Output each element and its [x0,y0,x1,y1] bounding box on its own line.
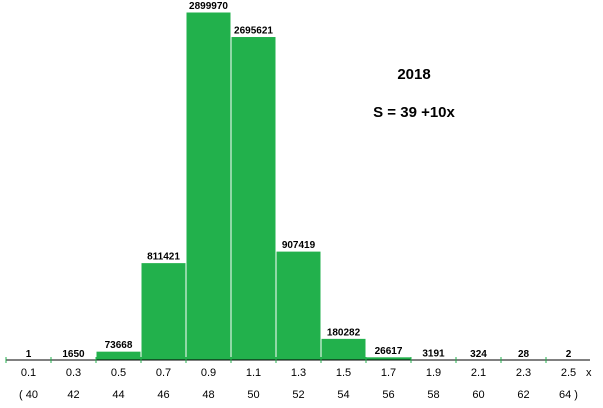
secondary-tick-label: 50 [247,389,259,401]
bar-0.7 [140,262,187,361]
value-label: 907419 [282,240,316,251]
value-label: 1 [26,349,32,360]
value-label: 1650 [62,349,85,360]
value-label: 2899970 [189,1,228,12]
x-tick-label: 1.7 [381,367,396,379]
x-tick-label: 0.7 [156,367,171,379]
x-tick-label: 1.1 [246,367,261,379]
secondary-tick-label: 64 ) [559,389,578,401]
x-tick-label: 1.5 [336,367,351,379]
secondary-tick-label: 58 [427,389,439,401]
bar-0.5 [95,350,142,361]
x-tick-label: 2.5 [561,367,576,379]
secondary-tick-label: 44 [112,389,124,401]
value-label: 28 [518,349,530,360]
value-label: 2 [566,349,572,360]
x-axis-label: x [586,367,592,379]
formula-annotation: S = 39 +10x [373,104,455,121]
bar-1.5 [320,337,367,361]
x-tick-label: 0.9 [201,367,216,379]
x-tick-label: 2.3 [516,367,531,379]
secondary-tick-labels-group: ( 40 42 44 46 48 50 52 54 56 58 60 62 64 ) [19,389,578,401]
secondary-tick-label: 62 [517,389,529,401]
value-label: 3191 [422,349,445,360]
secondary-tick-label: 52 [292,389,304,401]
x-tick-label: 0.5 [111,367,126,379]
value-label: 2695621 [234,26,273,37]
secondary-tick-label: 48 [202,389,214,401]
value-label: 26617 [375,346,403,357]
secondary-tick-label: ( 40 [19,389,38,401]
secondary-tick-label: 42 [67,389,79,401]
x-tick-labels-group: 0.1 0.3 0.5 0.7 0.9 1.1 1.3 1.5 1.7 1.9 2.1 2.3 2.5 [21,367,576,379]
value-labels-group: 1 1650 73668 811421 2899970 2695621 907419 1802… [26,1,572,360]
bar-0.9 [185,11,232,361]
secondary-tick-label: 60 [472,389,484,401]
value-label: 73668 [105,340,133,351]
chart-title: 2018 [397,66,430,83]
secondary-tick-label: 56 [382,389,394,401]
tick-marks-group [5,357,547,363]
value-label: 324 [470,349,487,360]
bar-1.1 [230,36,277,361]
bars-group [95,11,412,361]
x-tick-label: 0.1 [21,367,36,379]
x-tick-label: 1.9 [426,367,441,379]
bar-1.3 [275,250,322,361]
secondary-tick-label: 54 [337,389,349,401]
value-label: 811421 [147,252,180,263]
x-tick-label: 2.1 [471,367,486,379]
value-label: 180282 [327,327,361,338]
x-tick-label: 1.3 [291,367,306,379]
secondary-tick-label: 46 [157,389,169,401]
x-tick-label: 0.3 [66,367,81,379]
